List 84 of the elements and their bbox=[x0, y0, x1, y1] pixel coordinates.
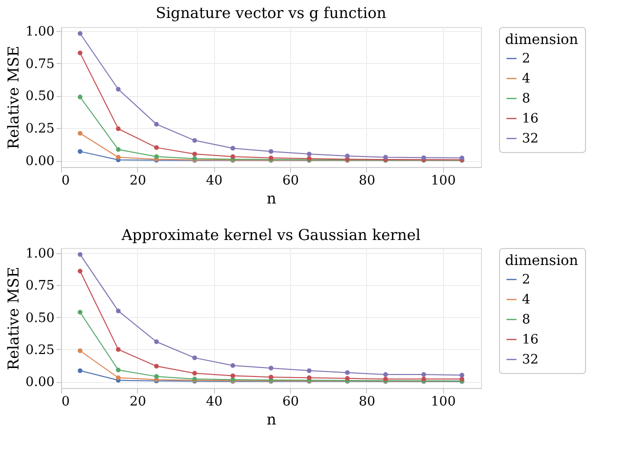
y-axis-title: Relative MSE bbox=[4, 46, 23, 150]
x-tick-label: 100 bbox=[430, 394, 456, 410]
point bbox=[78, 94, 82, 100]
point bbox=[230, 373, 236, 378]
legend-title: dimension bbox=[505, 253, 578, 269]
point bbox=[345, 370, 350, 375]
point bbox=[268, 149, 274, 154]
point bbox=[192, 138, 197, 143]
point bbox=[230, 146, 236, 151]
legend-label: 16 bbox=[522, 112, 539, 126]
point bbox=[78, 348, 82, 354]
y-tick-label: 0.75 bbox=[26, 278, 54, 294]
point bbox=[268, 374, 274, 380]
x-tick-label: 40 bbox=[206, 174, 222, 188]
legend-label: 8 bbox=[522, 312, 530, 328]
x-tick-label: 0 bbox=[62, 394, 70, 410]
point bbox=[230, 154, 236, 159]
x-tick-label: 60 bbox=[282, 394, 299, 410]
point bbox=[116, 368, 121, 372]
point bbox=[154, 339, 159, 344]
point bbox=[154, 145, 159, 150]
x-tick-label: 0 bbox=[62, 174, 70, 188]
y-tick-label: 0.25 bbox=[26, 122, 54, 137]
legend-label: 32 bbox=[522, 132, 539, 146]
point bbox=[460, 372, 464, 378]
point bbox=[154, 154, 159, 159]
legend-label: 32 bbox=[522, 352, 539, 368]
point bbox=[192, 152, 197, 156]
x-axis-title: n bbox=[266, 190, 277, 208]
y-tick-label: 0.50 bbox=[26, 310, 54, 326]
y-tick-label: 0.50 bbox=[26, 89, 54, 104]
point bbox=[116, 375, 121, 380]
point bbox=[78, 368, 82, 373]
point bbox=[78, 310, 82, 315]
y-tick-label: 1.00 bbox=[26, 246, 54, 262]
point bbox=[383, 154, 388, 160]
y-tick-label: 1.00 bbox=[26, 24, 54, 40]
point bbox=[78, 252, 82, 257]
point bbox=[268, 366, 274, 370]
point bbox=[78, 268, 82, 274]
point bbox=[116, 126, 121, 132]
point bbox=[306, 368, 312, 373]
legend-label: 4 bbox=[522, 292, 530, 308]
x-axis-title: n bbox=[266, 410, 277, 428]
point bbox=[306, 375, 312, 380]
y-axis-title: Relative MSE bbox=[4, 266, 23, 370]
x-tick-label: 20 bbox=[130, 394, 146, 410]
point bbox=[116, 347, 121, 352]
point bbox=[78, 50, 82, 56]
legend-label: 4 bbox=[522, 72, 530, 86]
x-tick-label: 80 bbox=[358, 394, 376, 410]
point bbox=[154, 374, 159, 379]
x-tick-label: 80 bbox=[358, 174, 376, 188]
point bbox=[78, 130, 82, 136]
chart-title: Signature vector vs g function bbox=[156, 4, 387, 22]
point bbox=[192, 370, 197, 376]
x-tick-label: 40 bbox=[206, 394, 222, 410]
legend-label: 2 bbox=[522, 272, 530, 288]
point bbox=[78, 31, 82, 36]
y-tick-label: 0.00 bbox=[26, 375, 54, 390]
point bbox=[306, 152, 312, 156]
point bbox=[78, 149, 82, 154]
point bbox=[421, 372, 426, 377]
legend-label: 2 bbox=[522, 52, 530, 66]
point bbox=[116, 154, 121, 160]
point bbox=[154, 122, 159, 127]
x-tick-label: 20 bbox=[130, 174, 146, 188]
y-tick-label: 0.75 bbox=[26, 56, 54, 72]
point bbox=[192, 355, 197, 360]
y-tick-label: 0.25 bbox=[26, 342, 54, 358]
point bbox=[116, 86, 121, 92]
point bbox=[116, 308, 121, 314]
point bbox=[230, 363, 236, 368]
legend-label: 8 bbox=[522, 92, 530, 106]
x-tick-label: 60 bbox=[282, 174, 299, 188]
legend-title: dimension bbox=[505, 32, 578, 48]
legend-label: 16 bbox=[522, 332, 539, 348]
chart-title: Approximate kernel vs Gaussian kernel bbox=[120, 226, 421, 244]
point bbox=[116, 147, 121, 152]
point bbox=[345, 154, 350, 158]
point bbox=[383, 372, 388, 377]
y-tick-label: 0.00 bbox=[26, 154, 54, 170]
x-tick-label: 100 bbox=[430, 174, 456, 188]
point bbox=[154, 364, 159, 369]
